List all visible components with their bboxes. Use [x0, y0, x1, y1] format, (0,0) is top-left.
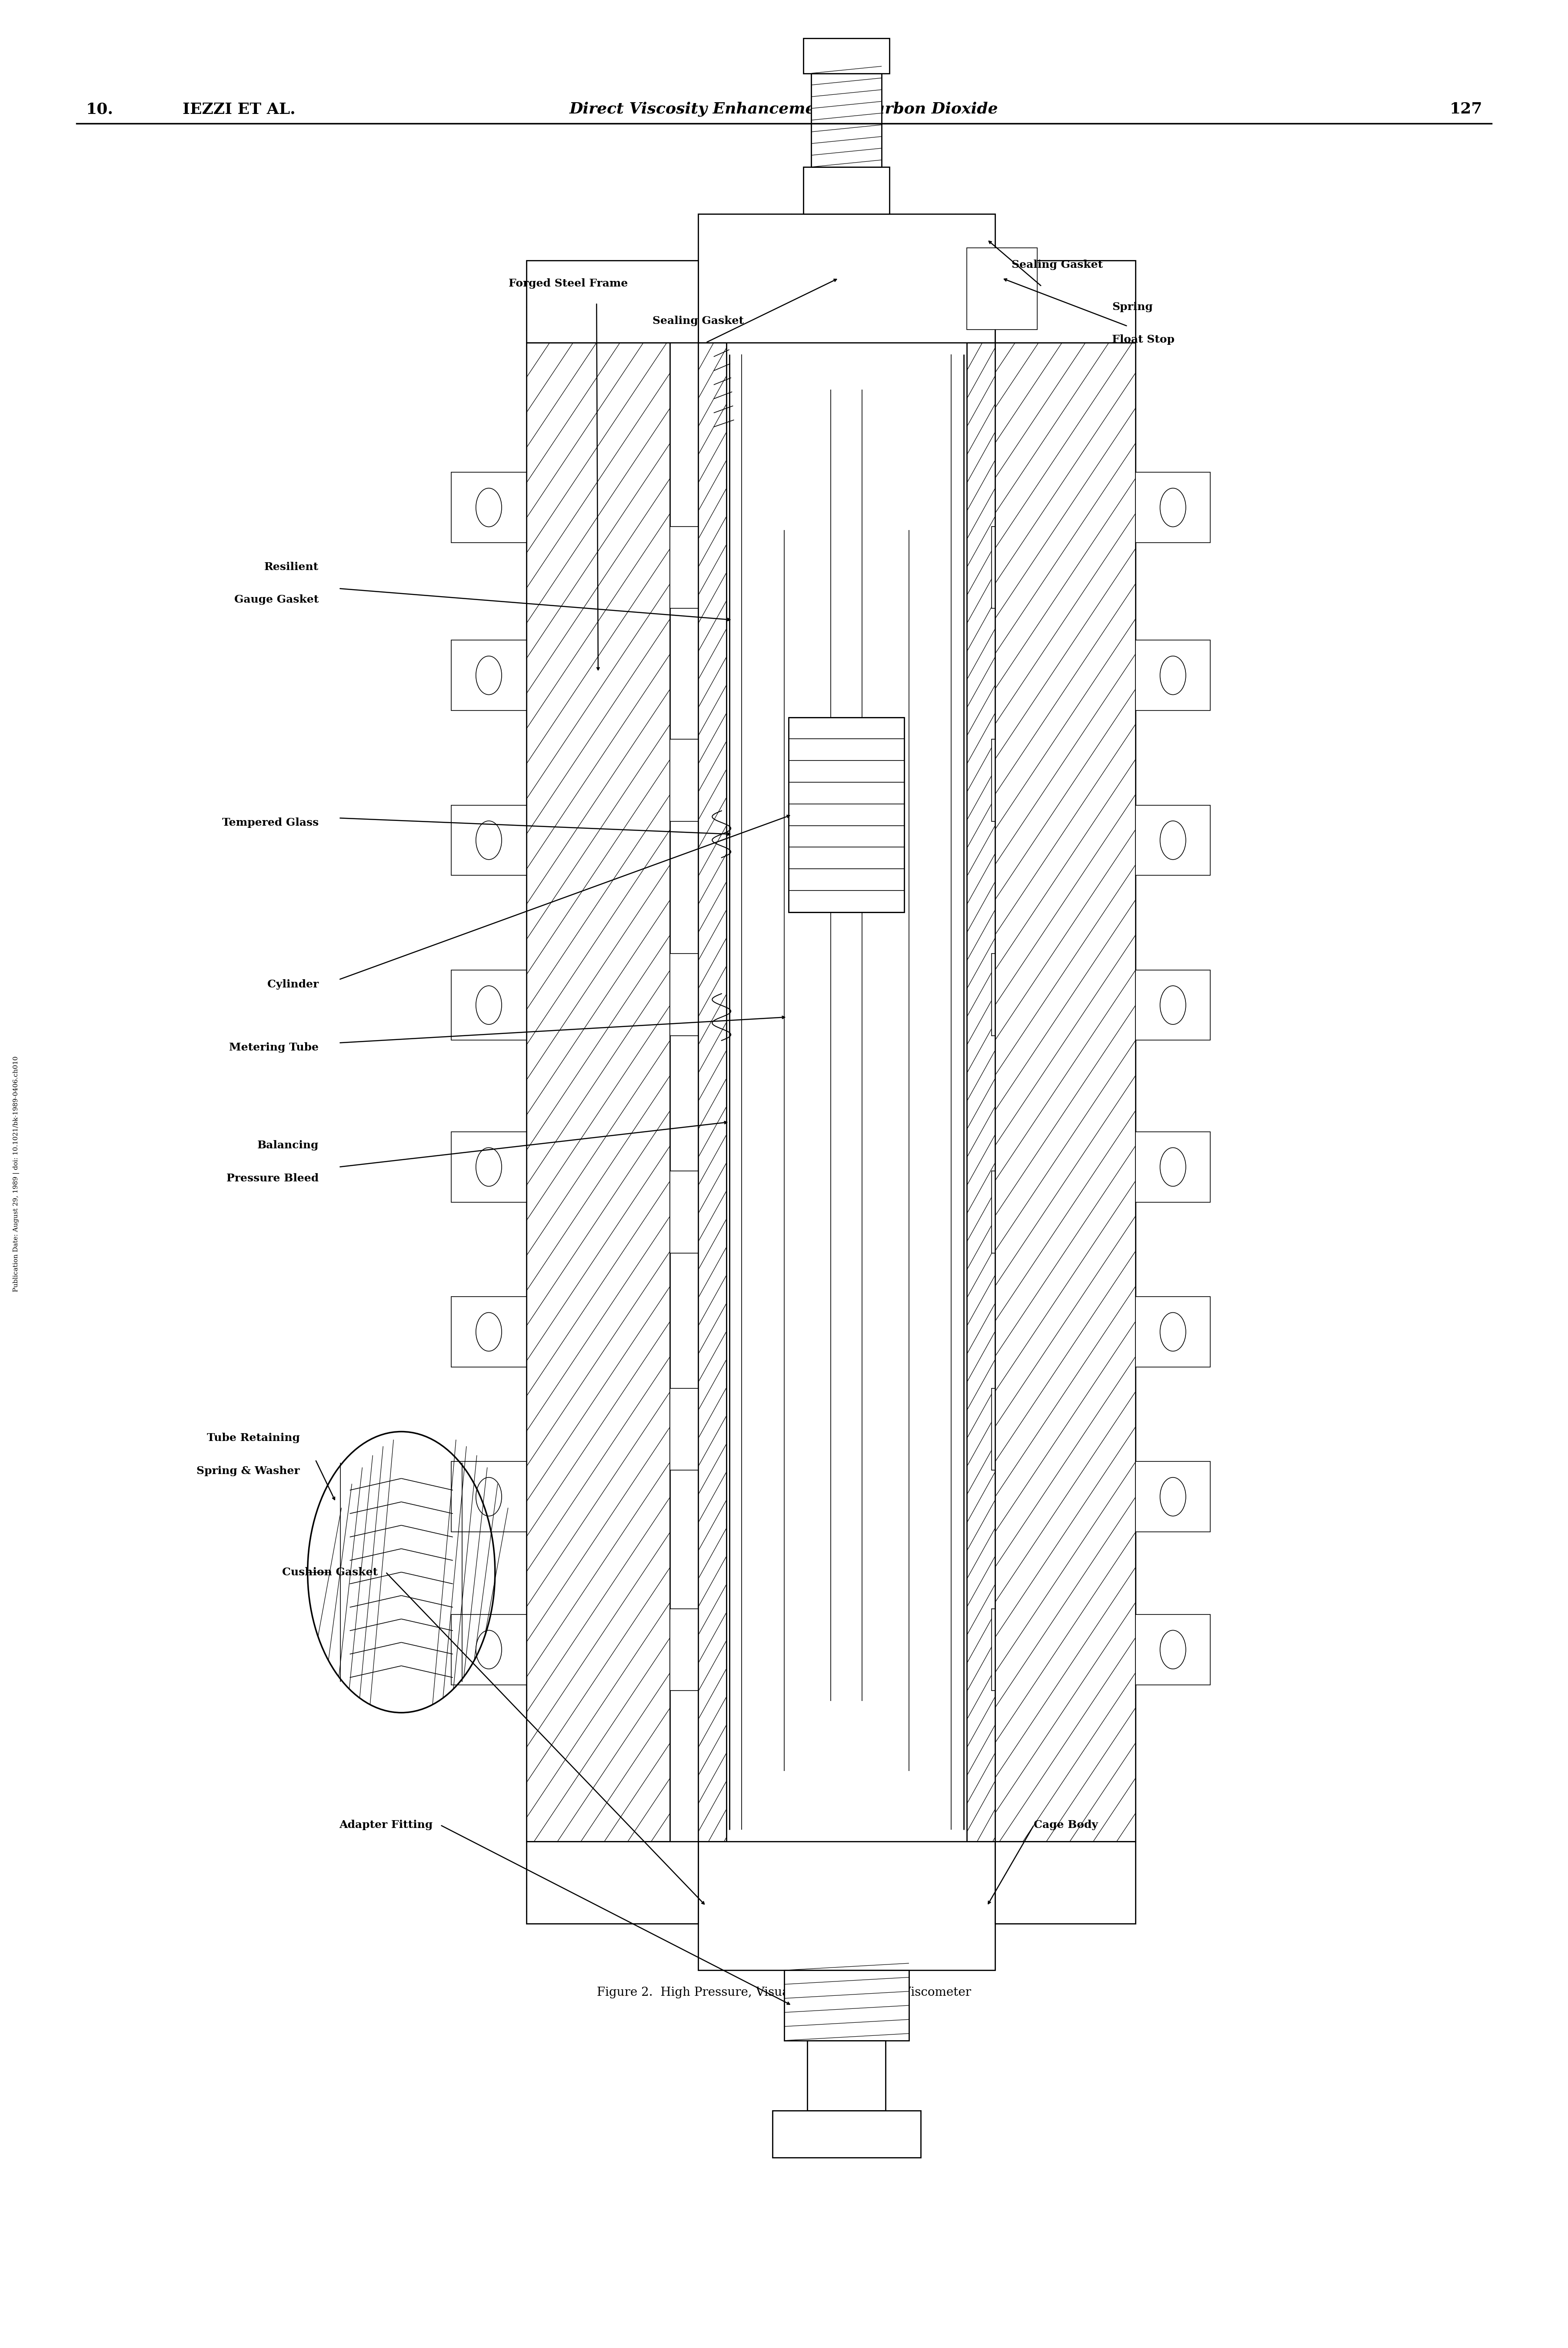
Bar	[967, 249, 1036, 329]
Bar	[452, 1132, 527, 1202]
Bar	[991, 1172, 994, 1254]
Bar	[784, 1970, 909, 2040]
Text: Direct Viscosity Enhancement of Carbon Dioxide: Direct Viscosity Enhancement of Carbon D…	[569, 101, 999, 117]
Bar	[1135, 1132, 1210, 1202]
Bar	[991, 343, 1135, 1841]
Bar	[452, 970, 527, 1040]
Bar	[991, 740, 994, 822]
Bar	[1135, 970, 1210, 1040]
Bar	[452, 1296, 527, 1367]
Bar	[1135, 1460, 1210, 1531]
Text: Tempered Glass: Tempered Glass	[223, 817, 318, 829]
Bar	[670, 526, 698, 608]
Text: Spring: Spring	[1112, 303, 1152, 312]
Text: Pressure Bleed: Pressure Bleed	[226, 1174, 318, 1183]
Text: Figure 2.  High Pressure, Visual, Falling Cylinder Viscometer: Figure 2. High Pressure, Visual, Falling…	[597, 1986, 971, 1998]
Bar	[452, 1460, 527, 1531]
Bar	[452, 641, 527, 711]
Bar	[698, 1841, 994, 1970]
Bar	[991, 1608, 994, 1691]
Text: 127: 127	[1449, 101, 1482, 117]
Bar	[1135, 1615, 1210, 1686]
Text: Balancing: Balancing	[257, 1141, 318, 1151]
Bar	[452, 1615, 527, 1686]
Bar	[670, 1388, 698, 1470]
Bar	[527, 1841, 698, 1923]
Bar	[808, 2040, 886, 2111]
Text: Cage Body: Cage Body	[1033, 1820, 1098, 1831]
Bar	[1135, 472, 1210, 542]
Bar	[994, 1841, 1135, 1923]
Text: IEZZI ET AL.: IEZZI ET AL.	[182, 101, 295, 117]
Bar	[991, 526, 994, 608]
Text: Sealing Gasket: Sealing Gasket	[652, 315, 743, 326]
Text: Sealing Gasket: Sealing Gasket	[1011, 261, 1102, 270]
Text: 10.: 10.	[86, 101, 113, 117]
Text: Adapter Fitting: Adapter Fitting	[339, 1820, 433, 1831]
Bar	[803, 38, 889, 73]
Text: Gauge Gasket: Gauge Gasket	[234, 594, 318, 606]
Bar	[670, 740, 698, 822]
Bar	[803, 167, 889, 214]
Text: Metering Tube: Metering Tube	[229, 1043, 318, 1052]
Bar	[670, 953, 698, 1035]
Bar	[1135, 1296, 1210, 1367]
Bar	[1135, 641, 1210, 711]
Bar	[991, 1388, 994, 1470]
Bar	[1135, 805, 1210, 876]
Text: Tube Retaining: Tube Retaining	[207, 1432, 299, 1444]
Text: Publication Date: August 29, 1989 | doi: 10.1021/bk-1989-0406.ch010: Publication Date: August 29, 1989 | doi:…	[13, 1057, 19, 1291]
Bar	[773, 2111, 920, 2158]
Bar	[670, 1608, 698, 1691]
Bar	[994, 261, 1135, 343]
Text: Cylinder: Cylinder	[267, 979, 318, 989]
Bar	[698, 343, 726, 1841]
Text: Float Stop: Float Stop	[1112, 333, 1174, 345]
Bar	[811, 73, 881, 167]
Bar	[452, 805, 527, 876]
Bar	[527, 343, 670, 1841]
Text: Cushion Gasket: Cushion Gasket	[282, 1566, 378, 1578]
Text: Forged Steel Frame: Forged Steel Frame	[508, 279, 629, 289]
Bar	[789, 718, 905, 911]
Bar	[670, 1172, 698, 1254]
Bar	[452, 472, 527, 542]
Bar	[527, 261, 698, 343]
Text: Resilient: Resilient	[263, 561, 318, 573]
Bar	[967, 343, 994, 1841]
Bar	[698, 214, 994, 343]
Text: Spring & Washer: Spring & Washer	[196, 1465, 299, 1477]
Bar	[991, 953, 994, 1035]
